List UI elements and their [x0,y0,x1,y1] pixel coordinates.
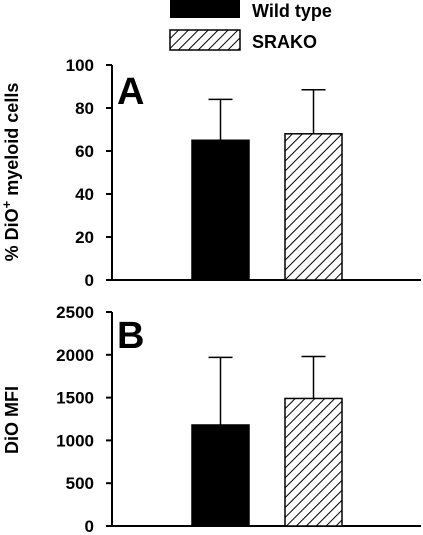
y-axis-label-b: DiO MFI [2,386,22,454]
panel-label-b: B [117,315,144,357]
y-tick-label-b: 500 [66,474,94,493]
legend-label-srako: SRAKO [252,32,317,52]
y-tick-label-a: 0 [85,271,94,290]
y-tick-label-a: 40 [75,185,94,204]
bar-srako-b [284,397,343,527]
y-tick-label-b: 1000 [56,431,94,450]
y-tick-label-a: 60 [75,142,94,161]
panel-a: A % DiO+ myeloid cells 0 20 40 60 80 100 [0,56,421,290]
y-tick-label-a: 100 [66,56,94,75]
legend-swatch-wild-type [170,0,240,18]
bar-wild-type-b [191,424,250,527]
legend-label-wild-type: Wild type [252,1,332,21]
panel-label-a: A [117,71,144,113]
y-tick-label-b: 1500 [56,389,94,408]
y-tick-label-b: 0 [85,517,94,535]
legend: Wild type SRAKO [169,0,332,52]
y-tick-label-b: 2500 [56,303,94,322]
panel-b: B DiO MFI 0 500 1000 1500 2000 2500 [2,303,421,535]
bar-wild-type-a [191,139,250,281]
y-tick-label-b: 2000 [56,346,94,365]
y-axis-label-a: % DiO+ myeloid cells [0,83,22,262]
bar-srako-a [284,133,343,281]
y-tick-label-a: 80 [75,99,94,118]
y-tick-label-a: 20 [75,228,94,247]
legend-swatch-srako [169,29,241,51]
